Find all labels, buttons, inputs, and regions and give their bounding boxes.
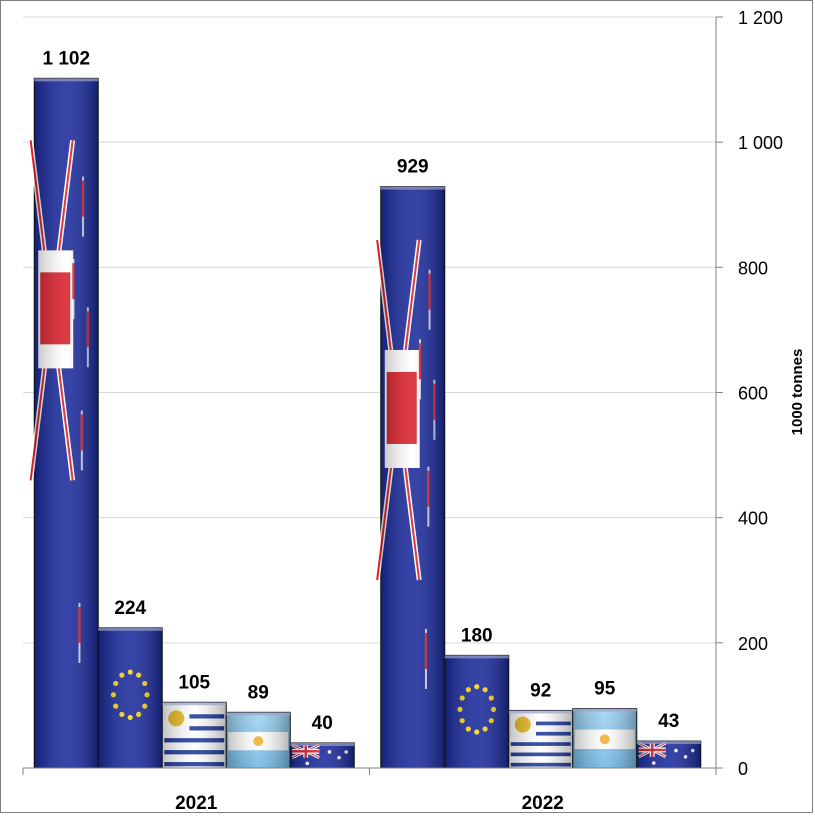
bar-eu (97, 627, 163, 769)
y-tick-label: 1 000 (738, 133, 783, 153)
bar-top-bevel (98, 627, 163, 631)
bar-gloss (98, 627, 163, 768)
bar-top-bevel (380, 186, 445, 190)
bar-australia (289, 742, 355, 769)
bar-top-bevel (162, 702, 227, 706)
data-label: 43 (658, 711, 679, 732)
bar-gloss (290, 742, 355, 768)
data-label: 92 (530, 680, 551, 701)
bar-gloss (508, 710, 573, 768)
data-label: 95 (594, 679, 616, 700)
data-label: 40 (312, 713, 333, 734)
bar-top-bevel (572, 708, 637, 712)
bar-top-bevel (226, 712, 291, 716)
bar-new-zealand (28, 77, 99, 769)
y-tick-label: 1 200 (738, 8, 783, 28)
y-tick-label: 200 (738, 634, 768, 654)
data-label: 224 (114, 598, 146, 619)
bar-gloss (572, 708, 637, 768)
data-label: 89 (248, 682, 269, 703)
bars (28, 77, 702, 769)
bar-gloss (226, 712, 291, 768)
bar-gloss (162, 702, 227, 768)
data-label: 929 (397, 157, 429, 178)
data-label: 105 (178, 672, 210, 693)
x-category-label: 2021 (175, 793, 218, 814)
bar-argentina (572, 708, 638, 769)
y-tick-label: 400 (738, 509, 768, 529)
data-label: 180 (461, 625, 493, 646)
y-axis-title: 1000 tonnes (789, 349, 806, 436)
bar-top-bevel (34, 78, 99, 82)
bar-eu (444, 654, 510, 769)
bar-top-bevel (508, 710, 573, 714)
bar-gloss (34, 78, 99, 768)
bar-top-bevel (444, 655, 509, 659)
gridlines (23, 16, 716, 644)
bar-gloss (444, 655, 509, 768)
y-tick-label: 600 (738, 384, 768, 404)
bar-top-bevel (290, 742, 355, 746)
bar-australia (636, 740, 702, 769)
y-tick-label: 800 (738, 258, 768, 278)
bar-uruguay (508, 709, 574, 769)
x-category-label: 2022 (522, 793, 564, 814)
bar-argentina (225, 711, 291, 769)
axes: 0 200 400 600 800 1 000 1 200 (22, 8, 783, 779)
bar-gloss (380, 186, 445, 768)
labels: 2021 2022 1000 tonnes 1 102 224 105 89 40 929 180… (42, 48, 806, 814)
bar-top-bevel (636, 741, 701, 745)
bar-uruguay (161, 701, 227, 769)
y-tick-label: 0 (738, 759, 748, 779)
bar-new-zealand (374, 186, 446, 769)
data-label: 1 102 (42, 48, 90, 69)
bar-gloss (636, 741, 701, 768)
